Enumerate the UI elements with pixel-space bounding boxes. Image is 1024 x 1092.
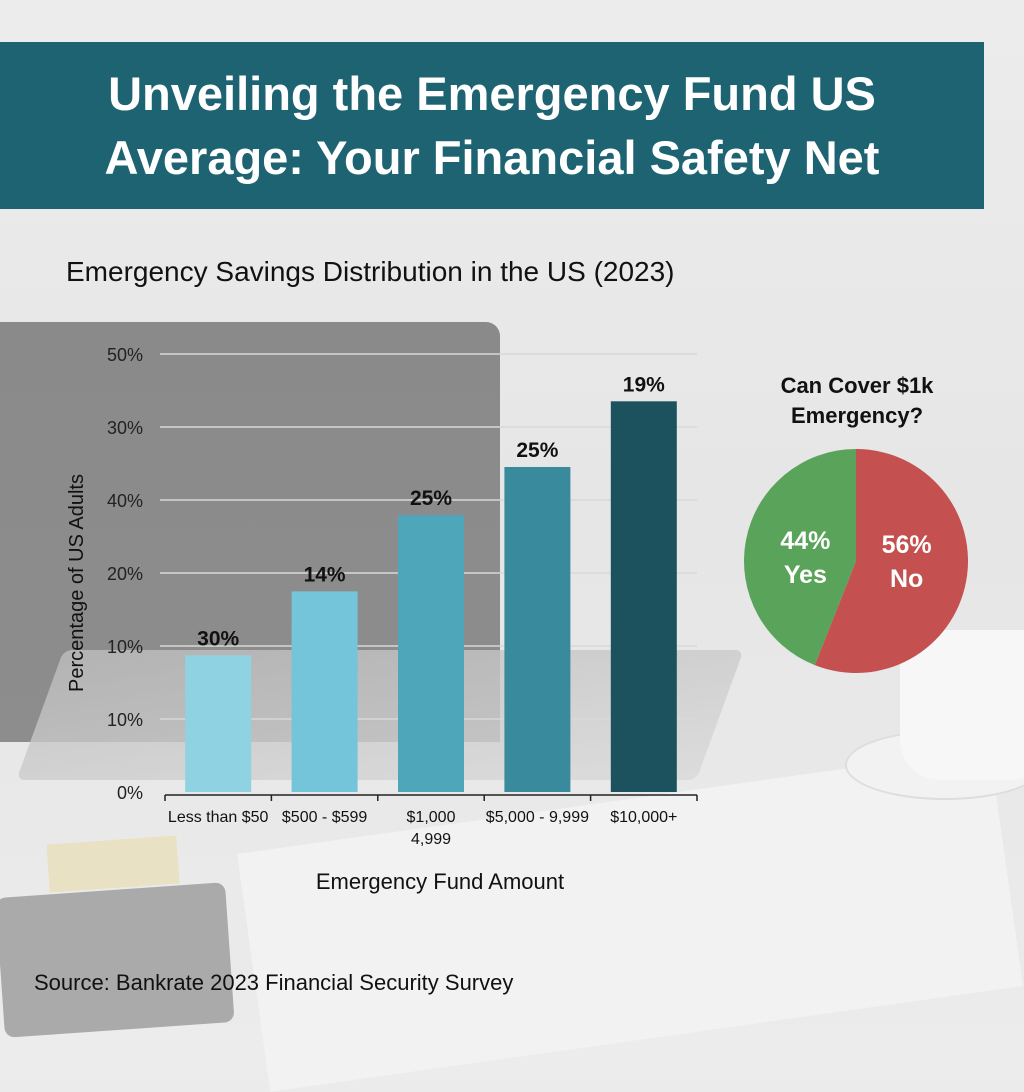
bar-data-label: 25% bbox=[516, 439, 558, 462]
pie-value-label: 44% bbox=[780, 527, 830, 555]
x-tick-label: 4,999 bbox=[411, 831, 451, 848]
title-banner: Unveiling the Emergency Fund US Average:… bbox=[0, 42, 984, 209]
y-tick-label: 20% bbox=[107, 564, 143, 584]
pie-value-label: 56% bbox=[882, 531, 932, 559]
pie-category-label: No bbox=[890, 565, 923, 593]
x-tick-label: $500 - $599 bbox=[282, 809, 368, 826]
pie-category-label: Yes bbox=[784, 561, 827, 589]
bar-data-label: 25% bbox=[410, 487, 452, 510]
pie-title: Emergency? bbox=[791, 403, 923, 428]
y-tick-label: 0% bbox=[117, 783, 143, 803]
y-axis-label: Percentage of US Adults bbox=[66, 474, 88, 692]
y-tick-label: 10% bbox=[107, 710, 143, 730]
x-tick-label: $5,000 - 9,999 bbox=[486, 809, 589, 826]
pie-slice-yes bbox=[744, 449, 856, 666]
y-tick-label: 50% bbox=[107, 345, 143, 365]
bar bbox=[610, 401, 677, 792]
x-tick-label: Less than $50 bbox=[168, 809, 269, 826]
source-note: Source: Bankrate 2023 Financial Security… bbox=[34, 970, 514, 995]
chart-title: Emergency Savings Distribution in the US… bbox=[66, 256, 675, 287]
y-tick-label: 40% bbox=[107, 491, 143, 511]
x-tick-label: $1,000 bbox=[407, 809, 456, 826]
page-title: Unveiling the Emergency Fund US Average:… bbox=[104, 66, 880, 184]
pie-title: Can Cover $1k bbox=[781, 373, 935, 398]
pie-slice-no bbox=[814, 449, 969, 673]
background-coffee-cup bbox=[900, 630, 1024, 780]
bar bbox=[398, 515, 464, 792]
x-axis-label: Emergency Fund Amount bbox=[316, 869, 564, 894]
bar bbox=[185, 655, 252, 792]
x-tick-label: $10,000+ bbox=[610, 809, 677, 826]
bar-data-label: 14% bbox=[304, 563, 346, 586]
bar-data-label: 19% bbox=[623, 373, 665, 396]
y-tick-label: 30% bbox=[107, 418, 143, 438]
y-tick-label: 10% bbox=[107, 637, 143, 657]
chart-canvas: 50% 30% 40% 20% 10% 10% 0% Percentage of US Adu… bbox=[66, 345, 969, 894]
bar bbox=[291, 591, 358, 792]
bar-data-label: 30% bbox=[197, 627, 239, 650]
bar bbox=[504, 467, 571, 792]
